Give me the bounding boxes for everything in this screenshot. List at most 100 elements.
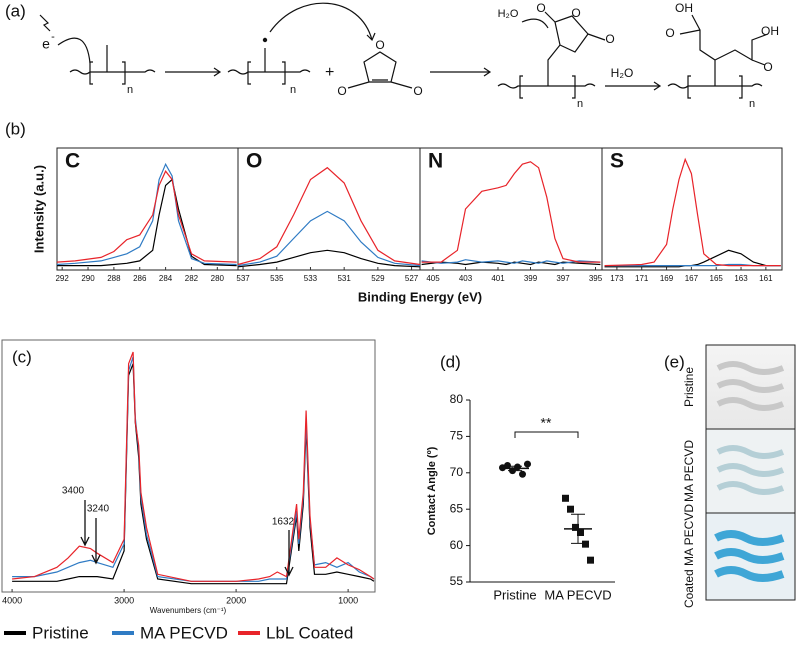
y-tick-label: 65 [450,501,464,515]
subplot-title: O [246,150,262,173]
data-point [524,460,531,468]
scheme-text: e [42,36,50,52]
data-point [582,540,589,548]
x-tick-label: 533 [304,274,318,283]
x-tick-label: 163 [734,274,748,283]
photo-label: MA PECVD [682,440,696,502]
spectrum-line [237,210,421,267]
scheme-text: OH [761,24,779,38]
x-tick-label: 401 [491,274,505,283]
x-tick-label: 161 [759,274,773,283]
scheme-text: O [337,84,346,98]
x-tick-label: 395 [589,274,603,283]
panel-label: (d) [440,352,461,371]
y-tick-label: 70 [450,465,464,479]
x-tick-label: 290 [81,274,95,283]
significance-bracket [514,431,579,438]
spectrum-line [12,351,375,582]
y-tick-label: 75 [450,429,464,443]
y-axis-label: Intensity (a.u.) [31,165,46,253]
scheme-text: H₂O [611,66,634,80]
scheme-text: - [51,31,55,43]
plus: + [325,64,334,81]
spectrum-line [12,363,375,585]
x-tick-label: 167 [685,274,699,283]
scheme-text: O [605,32,614,46]
x-tick-label: MA PECVD [544,587,611,602]
data-point [587,556,594,564]
data-point [567,505,574,513]
data-point [572,523,579,531]
x-tick-label: 4000 [2,595,22,605]
x-tick-label: 288 [107,274,121,283]
scheme-text: O [536,1,545,15]
x-tick-label: 171 [635,274,649,283]
x-tick-label: 286 [133,274,147,283]
spectrum-line [12,356,375,582]
error-bar [508,465,522,472]
scheme-text: O [665,26,674,40]
scheme-text: O [571,6,580,20]
x-tick-label: 169 [660,274,674,283]
scheme: + [39,2,769,99]
annotation-arrow [80,500,90,547]
x-tick-label: 529 [371,274,385,283]
x-tick-label: 535 [270,274,284,283]
annotation: 1632 [272,517,295,528]
x-tick-label: 399 [524,274,538,283]
spectrum-line [237,249,421,268]
y-tick-label: 80 [450,392,464,406]
x-tick-label: 282 [185,274,199,283]
panel-label: (c) [12,347,32,366]
y-tick-label: 55 [450,574,464,588]
legend-label: MA PECVD [140,623,228,642]
photos [705,344,796,601]
annotation: 3400 [62,486,85,497]
y-tick-label: 60 [450,538,464,552]
y-axis-label: Contact Angle (º) [426,446,438,535]
spectrum-line [57,178,237,267]
x-tick-label: 537 [236,274,250,283]
ir-frame [1,339,376,593]
scheme-text: O [763,60,772,74]
x-tick-label: 397 [556,274,570,283]
legend-label: LbL Coated [266,623,353,642]
data-point [577,528,584,536]
spectrum-line [56,162,237,266]
x-tick-label: 405 [426,274,440,283]
error-bar [571,513,585,544]
x-axis-label: Binding Energy (eV) [358,289,482,304]
panel-label: (b) [5,119,26,138]
photo-label: Coated MA PECVD [682,504,696,608]
subplot-title: C [65,150,80,173]
x-tick-label: 165 [710,274,724,283]
photo-label: Pristine [682,367,696,407]
scheme-text: OH [675,1,693,15]
x-tick-label: 2000 [226,595,246,605]
annotation: 3240 [87,504,110,515]
subplot-title: S [610,150,624,173]
annotation-arrow [284,530,294,577]
data-point [519,470,526,478]
data-point [562,494,569,502]
spectrum-line [421,161,601,263]
spectrum-line [421,259,601,264]
annotation-arrow [91,518,101,565]
scheme-text: H₂O [498,8,519,20]
scheme-text: n [749,98,755,110]
significance: ** [541,415,552,431]
scheme-text: O [413,84,422,98]
x-tick-label: Pristine [493,587,536,602]
spectrum-line [604,157,781,267]
spectrum-line [56,170,237,263]
scheme-text: O [375,38,384,52]
scheme-text: n [127,84,133,96]
x-tick-label: 1000 [338,595,358,605]
x-tick-label: 3000 [114,595,134,605]
x-tick-label: 403 [459,274,473,283]
x-tick-label: 527 [405,274,419,283]
subplot-title: N [428,150,443,173]
x-tick-label: 173 [610,274,624,283]
data-point [504,462,511,470]
